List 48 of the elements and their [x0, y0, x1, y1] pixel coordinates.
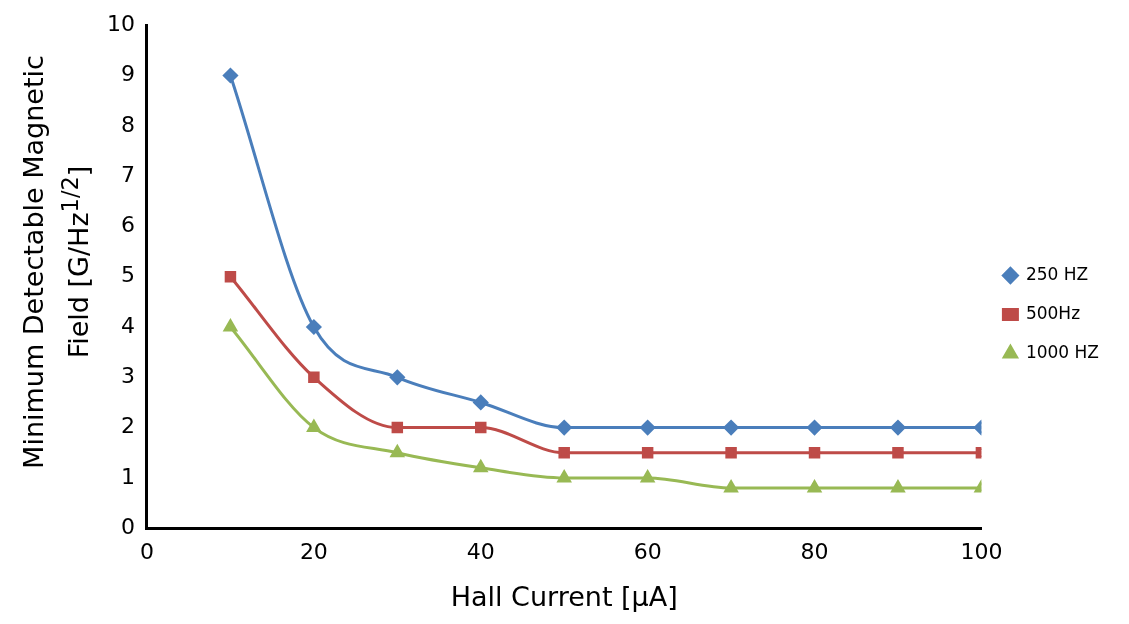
point: [556, 420, 572, 436]
point: [641, 447, 654, 459]
y-tick-label: 5: [120, 262, 135, 288]
y-tick-label: 3: [120, 363, 135, 389]
legend-label: 250 HZ: [1025, 263, 1089, 284]
point: [473, 394, 489, 410]
point: [890, 420, 906, 436]
point: [725, 447, 737, 459]
point: [808, 447, 821, 459]
legend-label: 500Hz: [1025, 302, 1081, 323]
point: [891, 480, 905, 493]
y-tick-label: 10: [106, 10, 135, 36]
x-tick-label: 100: [960, 539, 1003, 565]
point: [224, 270, 237, 283]
x-tick-label: 60: [633, 539, 662, 565]
point: [389, 369, 405, 385]
point: [308, 371, 320, 384]
x-tick-label: 20: [299, 539, 328, 565]
x-tick-label: 80: [800, 539, 829, 565]
point: [391, 421, 404, 434]
point: [807, 480, 822, 493]
point: [807, 420, 823, 436]
point: [475, 421, 487, 434]
legend-label: 1000 HZ: [1025, 341, 1100, 362]
point: [474, 460, 488, 473]
point: [558, 447, 570, 459]
point: [892, 447, 904, 459]
y-tick-label: 7: [120, 161, 135, 187]
y-tick-label: 6: [120, 212, 135, 238]
point: [640, 470, 655, 483]
y-tick-label: 9: [120, 61, 135, 87]
point: [222, 68, 238, 83]
point: [723, 420, 739, 436]
point: [390, 445, 405, 458]
y-tick-label: 4: [120, 312, 135, 338]
x-axis-title: Hall Current [μA]: [450, 580, 678, 612]
point: [724, 480, 738, 493]
point: [223, 319, 238, 332]
y-tick-label: 0: [120, 513, 135, 539]
point: [307, 420, 321, 433]
point: [640, 420, 656, 436]
point: [557, 470, 571, 483]
point: [306, 319, 322, 335]
y-tick-label: 8: [120, 111, 135, 137]
y-tick-label: 2: [120, 413, 135, 439]
y-tick-label: 1: [120, 463, 135, 489]
x-tick-label: 0: [139, 539, 154, 565]
x-tick-label: 40: [466, 539, 495, 565]
